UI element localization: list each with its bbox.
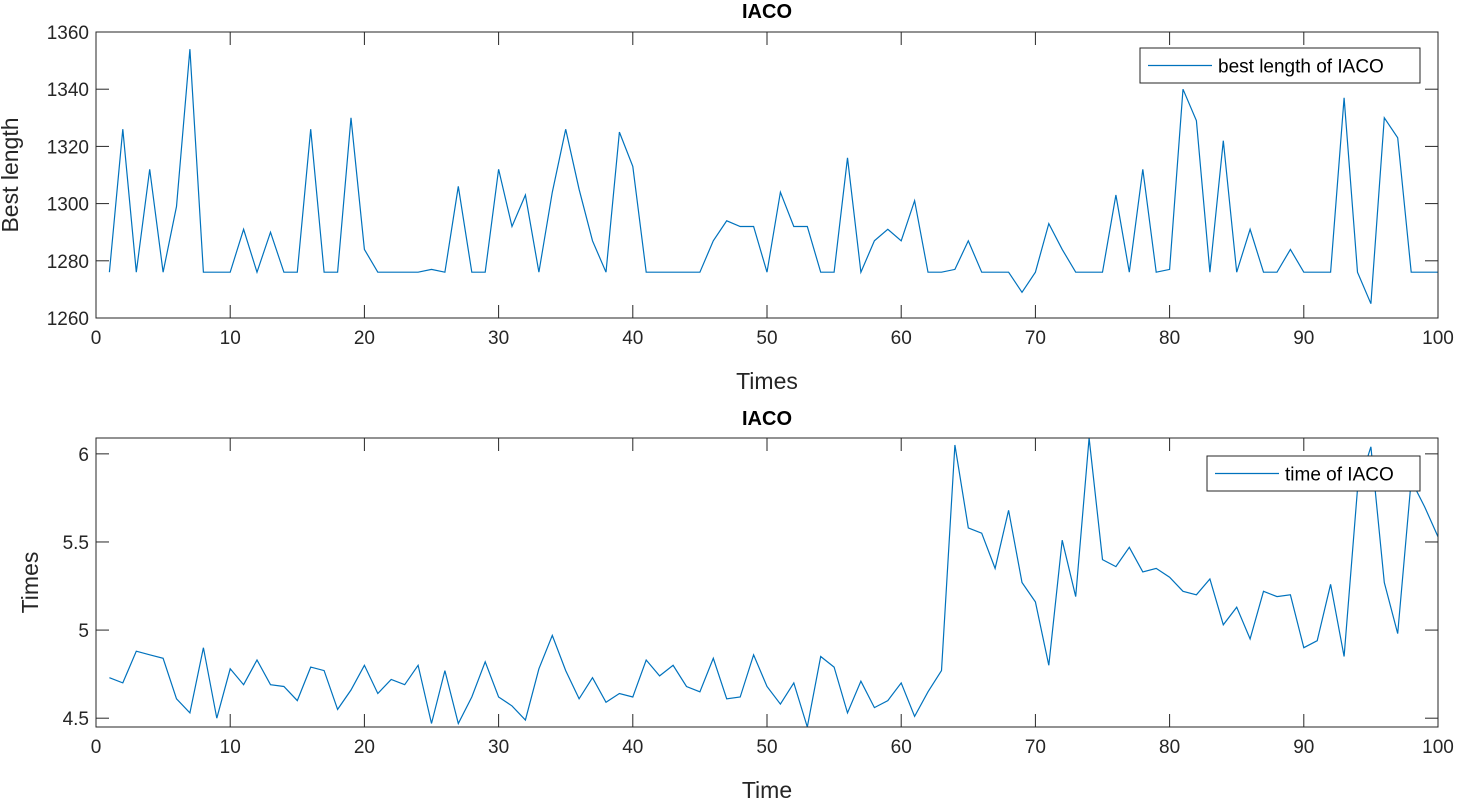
x-tick-label: 30 <box>488 737 509 758</box>
chart-title: IACO <box>742 1 792 23</box>
series-line <box>109 437 1439 728</box>
x-tick-label: 0 <box>91 328 102 349</box>
x-tick-label: 40 <box>622 328 643 349</box>
x-tick-label: 20 <box>354 328 375 349</box>
x-tick-label: 90 <box>1293 737 1314 758</box>
chart-title: IACO <box>742 408 792 430</box>
x-tick-label: 80 <box>1159 328 1180 349</box>
legend: time of IACO <box>1206 455 1421 492</box>
x-tick-label: 30 <box>488 328 509 349</box>
y-tick-label: 1360 <box>47 23 89 44</box>
x-tick-label: 90 <box>1293 328 1314 349</box>
y-tick-label: 1320 <box>47 137 89 158</box>
y-tick-label: 5.5 <box>63 533 89 554</box>
y-axis-label: Best length <box>0 117 23 232</box>
x-tick-label: 80 <box>1159 737 1180 758</box>
x-tick-label: 100 <box>1422 737 1454 758</box>
subplot-1: 0 10 20 30 40 50 60 70 80 90 100 1260 1280 1300 1320 13… <box>0 1 1454 394</box>
y-tick-label: 5 <box>78 621 89 642</box>
y-tick-label: 4.5 <box>63 709 89 730</box>
x-tick-label: 10 <box>220 328 241 349</box>
x-axis-label: Times <box>736 368 798 394</box>
y-tick-label: 1340 <box>47 80 89 101</box>
x-tick-label: 70 <box>1025 328 1046 349</box>
y-tick-label: 1280 <box>47 252 89 273</box>
x-tick-label: 70 <box>1025 737 1046 758</box>
x-tick-label: 20 <box>354 737 375 758</box>
x-tick-label: 50 <box>756 328 777 349</box>
series-line <box>108 49 1438 304</box>
subplot-2: 0 10 20 30 40 50 60 70 80 90 100 4.5 5 5.5 6 IACO Time Ti… <box>17 408 1454 799</box>
x-tick-label: 60 <box>891 737 912 758</box>
x-tick-label: 50 <box>756 737 777 758</box>
x-tick-label: 0 <box>91 737 102 758</box>
y-tick-label: 6 <box>78 445 89 466</box>
y-tick-label: 1260 <box>47 309 89 330</box>
legend-label: time of IACO <box>1285 465 1394 486</box>
legend-box <box>1139 47 1421 84</box>
x-axis-label: Time <box>742 777 792 799</box>
x-tick-label: 40 <box>622 737 643 758</box>
legend: best length of IACO <box>1139 47 1421 84</box>
x-tick-label: 100 <box>1422 328 1454 349</box>
y-axis-label: Times <box>17 552 43 614</box>
x-tick-label: 10 <box>220 737 241 758</box>
legend-label: best length of IACO <box>1218 57 1384 78</box>
y-tick-label: 1300 <box>47 195 89 216</box>
x-tick-label: 60 <box>891 328 912 349</box>
